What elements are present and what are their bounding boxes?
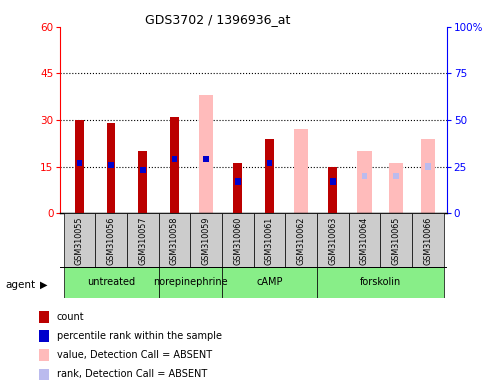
- Bar: [203, 156, 209, 162]
- Text: GSM310065: GSM310065: [392, 216, 400, 265]
- Bar: [158, 267, 222, 298]
- Text: cAMP: cAMP: [256, 277, 283, 287]
- Bar: [328, 167, 337, 213]
- Bar: [107, 123, 115, 213]
- Bar: [138, 151, 147, 213]
- Bar: [127, 213, 158, 267]
- Text: GSM310059: GSM310059: [201, 216, 211, 265]
- Bar: [317, 213, 349, 267]
- Text: GSM310064: GSM310064: [360, 216, 369, 265]
- Text: GSM310055: GSM310055: [75, 216, 84, 265]
- Bar: [199, 95, 213, 213]
- Text: GSM310066: GSM310066: [423, 216, 432, 265]
- Bar: [158, 213, 190, 267]
- Bar: [389, 164, 403, 213]
- Text: GSM310061: GSM310061: [265, 216, 274, 265]
- Text: GSM310056: GSM310056: [107, 216, 115, 265]
- Bar: [357, 151, 371, 213]
- Text: count: count: [57, 312, 84, 322]
- Text: agent: agent: [6, 280, 36, 290]
- Text: GSM310058: GSM310058: [170, 216, 179, 265]
- Bar: [294, 129, 308, 213]
- Bar: [254, 213, 285, 267]
- Text: GDS3702 / 1396936_at: GDS3702 / 1396936_at: [145, 13, 290, 26]
- Bar: [76, 160, 82, 166]
- Text: forskolin: forskolin: [360, 277, 401, 287]
- Bar: [267, 160, 272, 166]
- Text: ▶: ▶: [40, 280, 47, 290]
- Bar: [64, 267, 158, 298]
- Bar: [421, 139, 435, 213]
- Bar: [380, 213, 412, 267]
- Text: GSM310063: GSM310063: [328, 216, 337, 265]
- Text: value, Detection Call = ABSENT: value, Detection Call = ABSENT: [57, 350, 212, 360]
- Text: rank, Detection Call = ABSENT: rank, Detection Call = ABSENT: [57, 369, 207, 379]
- Bar: [75, 120, 84, 213]
- Text: untreated: untreated: [87, 277, 135, 287]
- Bar: [140, 167, 145, 174]
- Bar: [285, 213, 317, 267]
- Text: GSM310062: GSM310062: [297, 216, 306, 265]
- Bar: [412, 213, 443, 267]
- Bar: [171, 156, 177, 162]
- Bar: [265, 139, 274, 213]
- Text: percentile rank within the sample: percentile rank within the sample: [57, 331, 222, 341]
- Bar: [95, 213, 127, 267]
- Bar: [235, 178, 241, 185]
- Bar: [317, 267, 443, 298]
- Bar: [393, 173, 399, 179]
- Bar: [108, 162, 114, 168]
- Bar: [190, 213, 222, 267]
- Bar: [222, 267, 317, 298]
- Bar: [170, 117, 179, 213]
- Bar: [222, 213, 254, 267]
- Bar: [362, 173, 367, 179]
- Bar: [64, 213, 95, 267]
- Text: GSM310060: GSM310060: [233, 216, 242, 265]
- Bar: [425, 164, 431, 170]
- Text: GSM310057: GSM310057: [138, 216, 147, 265]
- Bar: [233, 164, 242, 213]
- Text: norepinephrine: norepinephrine: [153, 277, 227, 287]
- Bar: [330, 178, 336, 185]
- Bar: [349, 213, 380, 267]
